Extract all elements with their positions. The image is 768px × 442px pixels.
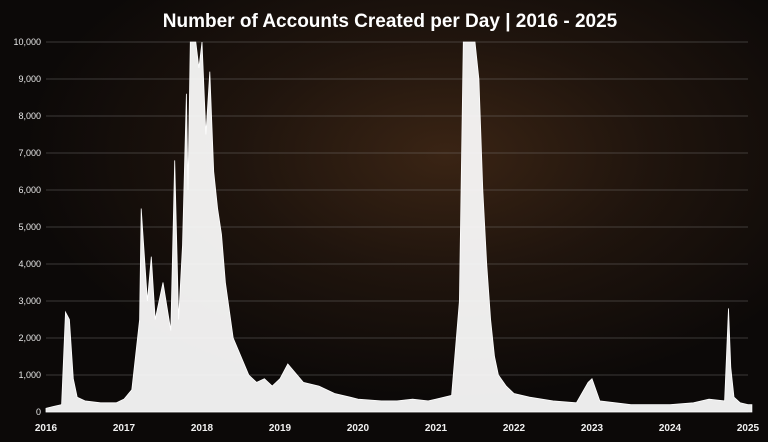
series-area	[45, 41, 753, 413]
y-tick-label: 5,000	[18, 222, 41, 232]
y-axis: 0 1,000 2,000 3,000 4,000 5,000 6,000 7,000 8,00…	[13, 37, 41, 417]
x-tick-label: 2022	[503, 423, 526, 434]
x-tick-label: 2017	[113, 423, 136, 434]
y-tick-label: 3,000	[18, 296, 41, 306]
y-tick-label: 7,000	[18, 148, 41, 158]
chart-title: Number of Accounts Created per Day | 201…	[163, 11, 618, 32]
y-tick-label: 4,000	[18, 259, 41, 269]
y-tick-label: 8,000	[18, 111, 41, 121]
x-tick-label: 2016	[35, 423, 58, 434]
y-tick-label: 10,000	[13, 37, 41, 47]
series-area-group	[45, 41, 753, 413]
y-tick-label: 1,000	[18, 370, 41, 380]
x-tick-label: 2023	[581, 423, 604, 434]
x-tick-label: 2021	[425, 423, 448, 434]
x-tick-label: 2018	[191, 423, 214, 434]
x-axis: 2016 2017 2018 2019 2020 2021 2022 2023 2024 2025	[35, 423, 760, 434]
y-tick-label: 0	[36, 407, 41, 417]
x-tick-label: 2020	[347, 423, 370, 434]
x-tick-label: 2025	[737, 423, 760, 434]
y-tick-label: 9,000	[18, 74, 41, 84]
x-tick-label: 2019	[269, 423, 292, 434]
y-tick-label: 6,000	[18, 185, 41, 195]
x-tick-label: 2024	[659, 423, 682, 434]
y-tick-label: 2,000	[18, 333, 41, 343]
